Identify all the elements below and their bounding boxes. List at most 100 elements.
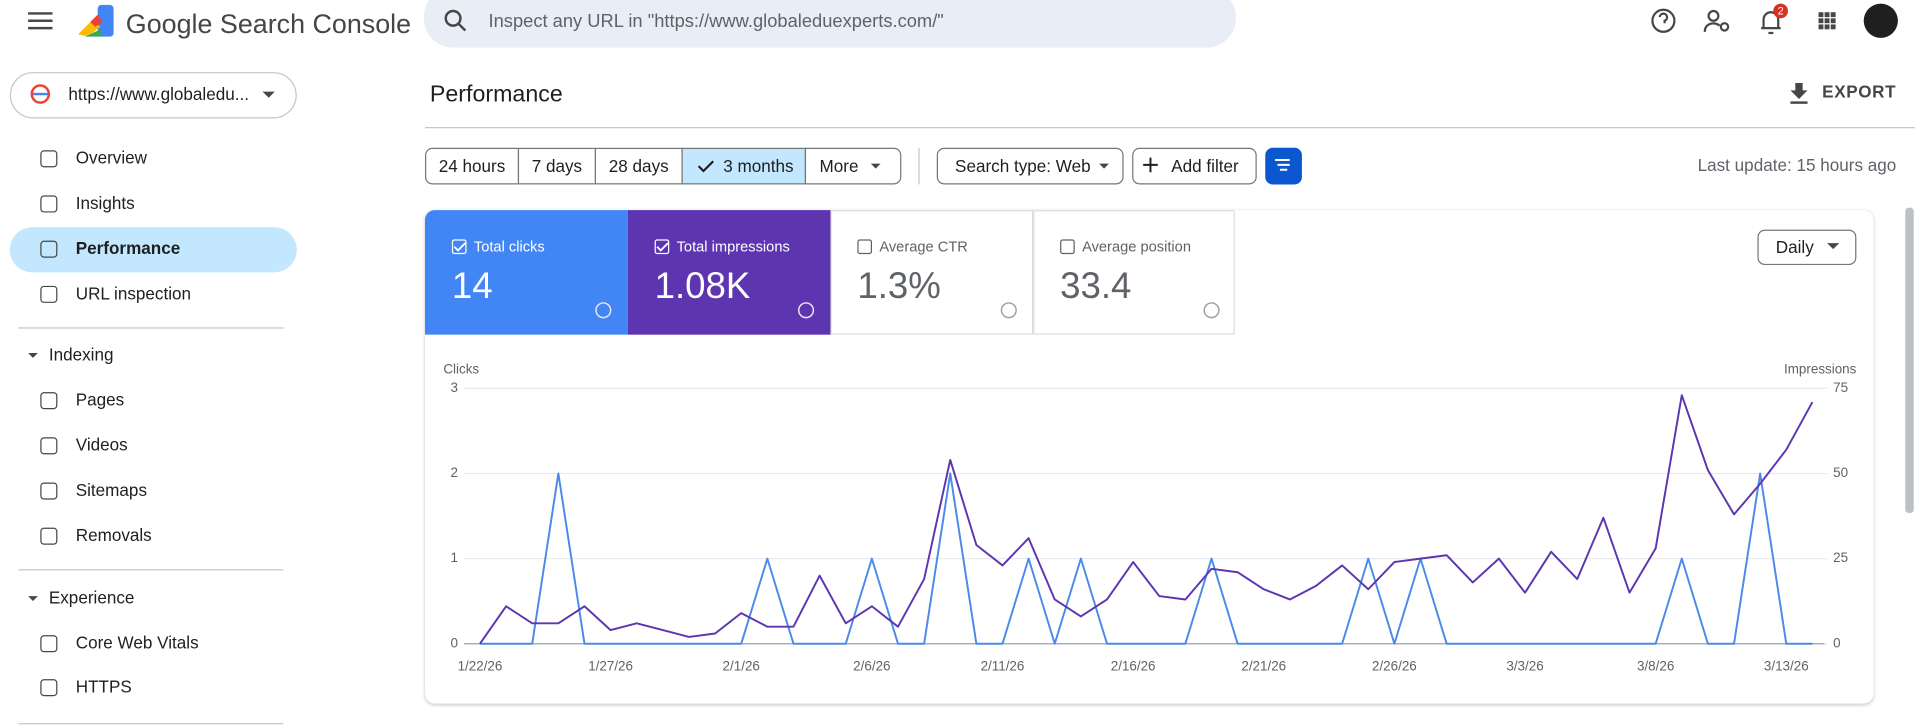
nav-group[interactable]: Indexing <box>48 344 114 365</box>
nav-group[interactable]: Experience <box>48 587 135 608</box>
metric-label: Average position <box>1082 237 1191 255</box>
metric-value: 1.08K <box>654 266 751 307</box>
date-range[interactable]: More <box>804 147 902 185</box>
metric-label: Average CTR <box>879 237 968 255</box>
favicon <box>30 84 51 104</box>
page-title: Performance <box>429 81 563 108</box>
apps-icon[interactable] <box>1818 12 1836 30</box>
header-divider <box>425 127 1915 129</box>
search-icon <box>444 9 467 32</box>
nav-item[interactable]: Removals <box>75 525 152 546</box>
metric-value: 1.3% <box>857 266 941 307</box>
caret <box>1099 163 1109 169</box>
metric-label: Total clicks <box>473 237 545 255</box>
y2-tick-label: 75 <box>1833 380 1848 395</box>
group-caret <box>28 596 38 601</box>
y2-tick-label: 0 <box>1833 635 1840 650</box>
nav-item[interactable]: Core Web Vitals <box>75 632 199 653</box>
metric-checkbox[interactable] <box>654 239 670 255</box>
nav-icon <box>40 679 58 697</box>
x-tick-label: 3/13/26 <box>1764 658 1809 673</box>
date-range[interactable]: 28 days <box>594 147 683 185</box>
metric-checkbox[interactable] <box>451 239 467 255</box>
export-icon[interactable] <box>1790 83 1808 104</box>
last-update: Last update: 15 hours ago <box>1697 155 1897 175</box>
product-name: Google Search Console <box>125 8 412 39</box>
nav-item[interactable]: HTTPS <box>75 676 132 697</box>
search-bar[interactable] <box>423 0 1236 48</box>
notification-count: 2 <box>1778 6 1784 18</box>
nav-icon <box>40 635 58 653</box>
nav-item[interactable]: Insights <box>75 193 135 213</box>
x-tick-label: 1/22/26 <box>458 658 503 673</box>
nav-item[interactable]: Pages <box>75 389 125 410</box>
nav-item[interactable]: Sitemaps <box>75 480 147 500</box>
export-button[interactable]: EXPORT <box>1822 82 1897 102</box>
metric-tile[interactable] <box>1033 210 1235 335</box>
add-filter-button[interactable]: Add filter <box>1132 147 1257 185</box>
nav-item[interactable]: URL inspection <box>75 283 192 304</box>
x-tick-label: 2/1/26 <box>723 658 760 673</box>
nav-icon <box>40 285 58 303</box>
metric-checkbox[interactable] <box>1060 239 1075 255</box>
date-range[interactable]: 24 hours <box>425 147 520 185</box>
help-icon <box>797 302 815 319</box>
y2-tick-label: 50 <box>1833 465 1848 480</box>
property-selector[interactable] <box>9 72 297 119</box>
nav-icon <box>40 392 58 410</box>
divider <box>18 327 284 329</box>
nav-icon <box>40 482 58 500</box>
nav-item[interactable]: Overview <box>75 148 147 168</box>
metric-checkbox[interactable] <box>857 239 873 255</box>
settings-icon[interactable] <box>1703 9 1730 32</box>
filter-settings-button[interactable] <box>1265 147 1302 185</box>
x-tick-label: 2/16/26 <box>1111 658 1156 673</box>
metric-value: 14 <box>451 266 493 307</box>
x-tick-label: 2/26/26 <box>1372 658 1417 673</box>
y-tick-label: 0 <box>451 635 458 650</box>
nav-item[interactable]: Videos <box>75 435 128 455</box>
nav-icon <box>40 240 58 258</box>
nav-icon <box>40 437 58 455</box>
caret <box>262 91 275 98</box>
help-icon <box>595 302 612 319</box>
separator <box>918 147 920 185</box>
logo <box>78 4 114 37</box>
check-icon <box>697 160 715 173</box>
active-nav-bg <box>9 227 297 273</box>
check-mark <box>453 242 466 252</box>
metric-value: 33.4 <box>1060 266 1132 307</box>
metric-tile[interactable] <box>425 210 628 335</box>
property-url[interactable]: https://www.globaledu... <box>68 84 249 105</box>
granularity-select[interactable]: Daily <box>1757 229 1857 266</box>
divider <box>18 569 284 571</box>
metric-tile[interactable] <box>830 210 1034 335</box>
menu-icon[interactable] <box>28 12 53 30</box>
y-tick-label: 3 <box>451 380 458 395</box>
caret <box>870 163 881 169</box>
nav-icon <box>40 195 58 213</box>
group-caret <box>28 353 38 358</box>
nav-item[interactable]: Performance <box>75 238 181 258</box>
series-line <box>479 472 1813 645</box>
search-placeholder[interactable]: Inspect any URL in "https://www.globaled… <box>488 10 944 32</box>
series-line <box>479 394 1814 645</box>
y-axis-label: Clicks <box>443 362 479 377</box>
date-range[interactable]: 3 months <box>681 147 807 185</box>
avatar[interactable] <box>1863 3 1898 38</box>
plus-icon <box>1143 157 1158 173</box>
help-icon[interactable] <box>1651 8 1676 33</box>
x-tick-label: 3/8/26 <box>1637 658 1674 673</box>
x-tick-label: 2/11/26 <box>981 658 1025 673</box>
date-range[interactable]: 7 days <box>517 147 596 185</box>
y-tick-label: 2 <box>451 465 458 480</box>
x-tick-label: 2/21/26 <box>1241 658 1286 673</box>
y2-axis-label: Impressions <box>1784 362 1857 377</box>
metric-tile[interactable] <box>627 210 831 335</box>
nav-icon <box>40 150 58 168</box>
check-mark <box>656 242 669 252</box>
search-type-button[interactable]: Search type: Web <box>936 147 1124 185</box>
scrollbar <box>1905 207 1914 514</box>
